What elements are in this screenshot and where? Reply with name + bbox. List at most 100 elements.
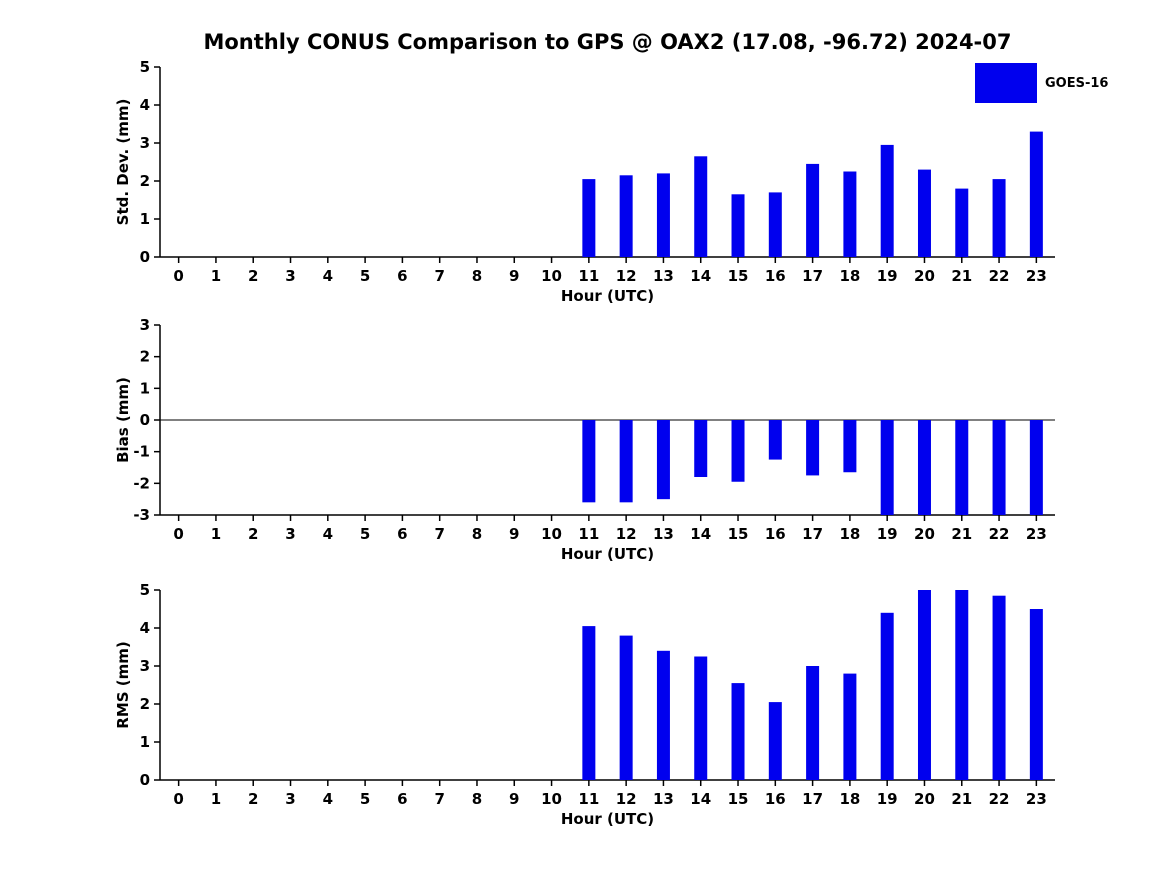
x-tick-label: 9	[509, 790, 519, 808]
x-tick-label: 23	[1026, 525, 1047, 543]
std-dev-bar-hour-22	[992, 179, 1006, 257]
std-dev-bar-hour-12	[619, 175, 633, 257]
x-tick-label: 8	[472, 790, 482, 808]
rms-bar-hour-17	[806, 666, 820, 780]
x-tick-label: 5	[360, 790, 370, 808]
x-tick-label: 0	[173, 525, 183, 543]
rms-bar-hour-16	[768, 702, 782, 780]
std-dev-bar-hour-20	[917, 169, 931, 257]
x-tick-label: 10	[541, 267, 562, 285]
rms-bar-hour-23	[1029, 609, 1043, 780]
x-tick-label: 3	[285, 525, 295, 543]
x-tick-label: 15	[728, 267, 749, 285]
x-tick-label: 8	[472, 267, 482, 285]
y-tick-label: 1	[140, 210, 150, 228]
std-dev-bar-hour-23	[1029, 131, 1043, 257]
y-tick-label: -1	[133, 443, 150, 461]
bias-bar-hour-11	[582, 420, 596, 503]
y-axis-label: Std. Dev. (mm)	[114, 99, 132, 226]
x-tick-label: 15	[728, 525, 749, 543]
x-axis-label: Hour (UTC)	[561, 545, 654, 563]
rms-bar-hour-13	[656, 650, 670, 780]
x-tick-label: 14	[690, 267, 711, 285]
x-tick-label: 10	[541, 790, 562, 808]
bias-bar-hour-18	[843, 420, 857, 473]
x-tick-label: 21	[951, 525, 972, 543]
x-tick-label: 18	[839, 267, 860, 285]
x-tick-label: 13	[653, 525, 674, 543]
rms-bar-hour-12	[619, 635, 633, 780]
y-tick-label: 3	[140, 316, 150, 334]
bias-bar-hour-20	[917, 420, 931, 515]
x-tick-label: 4	[323, 790, 333, 808]
bias-bar-hour-13	[656, 420, 670, 500]
x-tick-label: 21	[951, 267, 972, 285]
y-tick-label: 0	[140, 248, 150, 266]
x-tick-label: 7	[434, 790, 444, 808]
x-tick-label: 2	[248, 525, 258, 543]
y-tick-label: 2	[140, 348, 150, 366]
legend-swatch	[975, 63, 1037, 103]
x-tick-label: 4	[323, 267, 333, 285]
y-tick-label: -2	[133, 474, 150, 492]
x-tick-label: 4	[323, 525, 333, 543]
x-tick-label: 20	[914, 267, 935, 285]
y-axis-label: Bias (mm)	[114, 377, 132, 463]
chart-title: Monthly CONUS Comparison to GPS @ OAX2 (…	[203, 30, 1012, 54]
x-tick-label: 18	[839, 790, 860, 808]
x-tick-label: 13	[653, 267, 674, 285]
x-axis-label: Hour (UTC)	[561, 287, 654, 305]
x-tick-label: 1	[211, 525, 221, 543]
x-tick-label: 18	[839, 525, 860, 543]
x-tick-label: 22	[989, 790, 1010, 808]
x-tick-label: 11	[578, 267, 599, 285]
x-tick-label: 13	[653, 790, 674, 808]
x-tick-label: 6	[397, 525, 407, 543]
x-tick-label: 6	[397, 790, 407, 808]
x-tick-label: 8	[472, 525, 482, 543]
x-tick-label: 20	[914, 525, 935, 543]
x-tick-label: 15	[728, 790, 749, 808]
x-tick-label: 1	[211, 790, 221, 808]
x-tick-label: 16	[765, 267, 786, 285]
x-tick-label: 2	[248, 267, 258, 285]
x-tick-label: 7	[434, 525, 444, 543]
x-tick-label: 14	[690, 790, 711, 808]
x-tick-label: 23	[1026, 267, 1047, 285]
x-tick-label: 3	[285, 267, 295, 285]
std-dev-bar-hour-21	[955, 188, 969, 257]
std-dev-bar-hour-16	[768, 192, 782, 257]
rms-bar-hour-22	[992, 595, 1006, 780]
y-axis-label: RMS (mm)	[114, 641, 132, 728]
x-tick-label: 9	[509, 525, 519, 543]
std-dev-bar-hour-17	[806, 163, 820, 257]
x-tick-label: 5	[360, 267, 370, 285]
x-tick-label: 7	[434, 267, 444, 285]
x-tick-label: 0	[173, 790, 183, 808]
rms-bar-hour-19	[880, 612, 894, 780]
y-tick-label: 3	[140, 134, 150, 152]
bias-bar-hour-16	[768, 420, 782, 460]
y-tick-label: 3	[140, 657, 150, 675]
std-dev-bar-hour-19	[880, 144, 894, 257]
x-tick-label: 20	[914, 790, 935, 808]
x-tick-label: 11	[578, 790, 599, 808]
y-tick-label: 1	[140, 379, 150, 397]
rms-bar-hour-18	[843, 673, 857, 780]
x-tick-label: 17	[802, 790, 823, 808]
rms-bar-hour-11	[582, 626, 596, 780]
y-tick-label: 1	[140, 733, 150, 751]
x-tick-label: 16	[765, 525, 786, 543]
x-tick-label: 2	[248, 790, 258, 808]
std-dev-bar-hour-18	[843, 171, 857, 257]
x-tick-label: 5	[360, 525, 370, 543]
x-tick-label: 21	[951, 790, 972, 808]
x-tick-label: 11	[578, 525, 599, 543]
x-tick-label: 10	[541, 525, 562, 543]
bias-bar-hour-12	[619, 420, 633, 503]
rms-bar-hour-20	[917, 590, 931, 780]
